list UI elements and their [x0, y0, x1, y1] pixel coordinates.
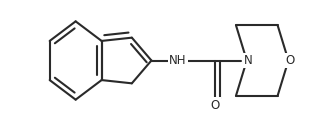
Text: NH: NH [169, 54, 186, 67]
Text: O: O [285, 54, 295, 67]
Text: O: O [211, 99, 220, 112]
Text: N: N [244, 54, 253, 67]
